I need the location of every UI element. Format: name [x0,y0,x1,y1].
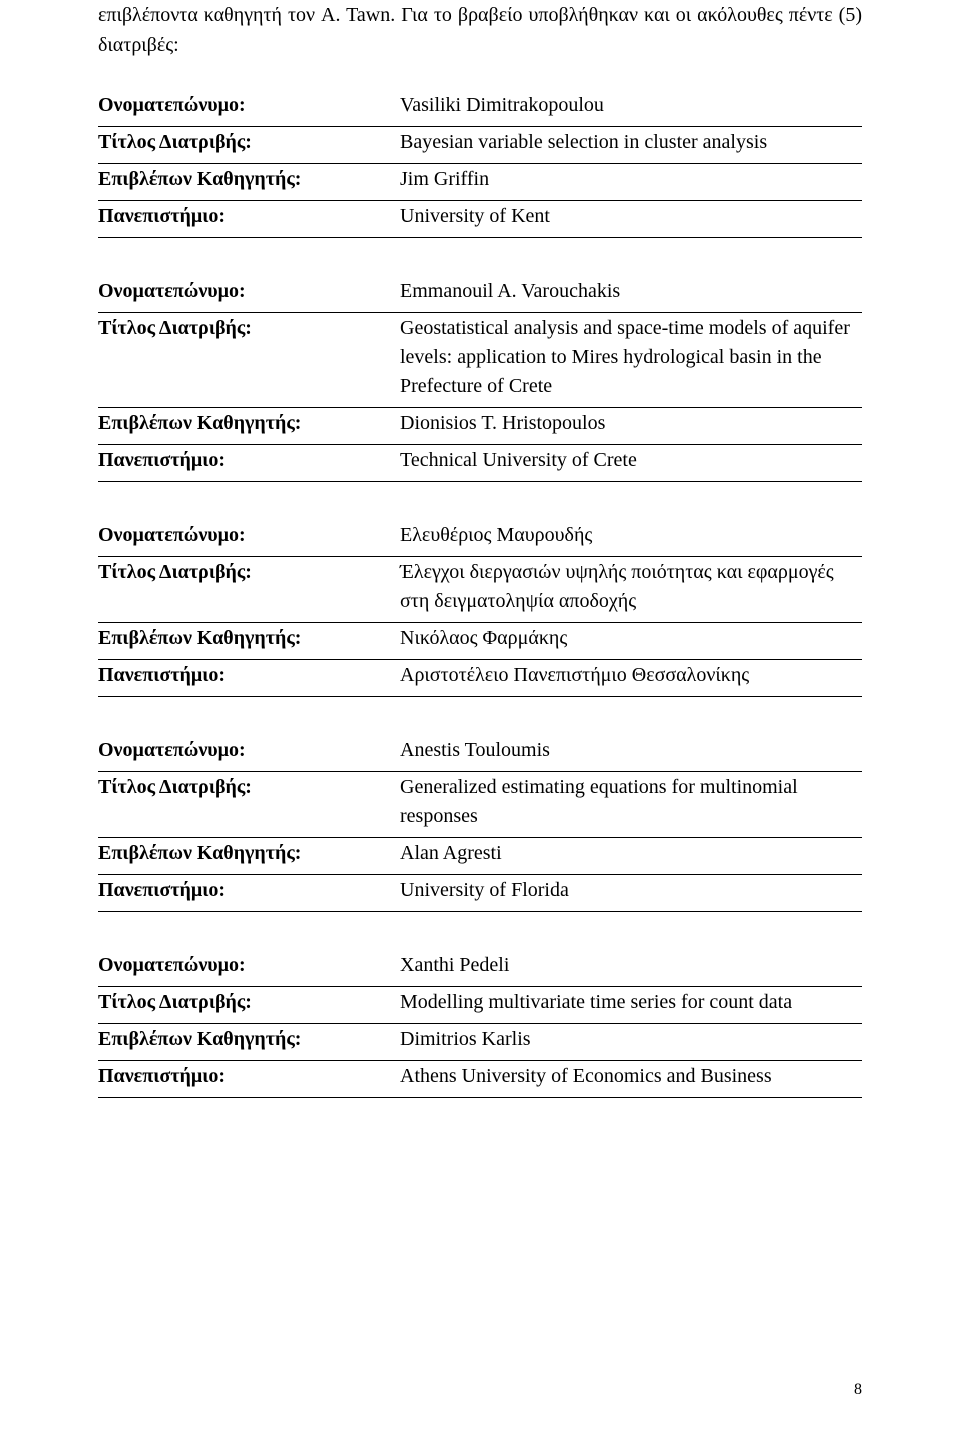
value-name: Anestis Touloumis [400,735,862,772]
dissertation-entry: Ονοματεπώνυμο: Anestis Touloumis Τίτλος … [98,735,862,912]
label-supervisor: Επιβλέπων Καθηγητής: [98,1024,400,1061]
value-supervisor: Dionisios T. Hristopoulos [400,408,862,445]
value-university: Αριστοτέλειο Πανεπιστήμιο Θεσσαλονίκης [400,660,862,697]
label-name: Ονοματεπώνυμο: [98,735,400,772]
intro-paragraph: επιβλέποντα καθηγητή τον A. Tawn. Για το… [98,0,862,60]
label-title: Τίτλος Διατριβής: [98,987,400,1024]
label-university: Πανεπιστήμιο: [98,875,400,912]
value-supervisor: Νικόλαος Φαρμάκης [400,623,862,660]
label-title: Τίτλος Διατριβής: [98,557,400,623]
value-supervisor: Dimitrios Karlis [400,1024,862,1061]
page-number: 8 [854,1381,862,1399]
label-title: Τίτλος Διατριβής: [98,127,400,164]
label-name: Ονοματεπώνυμο: [98,520,400,557]
label-name: Ονοματεπώνυμο: [98,950,400,987]
label-university: Πανεπιστήμιο: [98,445,400,482]
label-title: Τίτλος Διατριβής: [98,313,400,408]
value-title: Bayesian variable selection in cluster a… [400,127,862,164]
value-supervisor: Alan Agresti [400,838,862,875]
value-university: University of Florida [400,875,862,912]
value-title: Modelling multivariate time series for c… [400,987,862,1024]
label-university: Πανεπιστήμιο: [98,1061,400,1098]
value-title: Geostatistical analysis and space-time m… [400,313,862,408]
value-title: Generalized estimating equations for mul… [400,772,862,838]
value-name: Vasiliki Dimitrakopoulou [400,90,862,127]
value-university: Technical University of Crete [400,445,862,482]
value-title: Έλεγχοι διεργασιών υψηλής ποιότητας και … [400,557,862,623]
value-university: University of Kent [400,201,862,238]
dissertation-entry: Ονοματεπώνυμο: Ελευθέριος Μαυρουδής Τίτλ… [98,520,862,697]
label-title: Τίτλος Διατριβής: [98,772,400,838]
label-name: Ονοματεπώνυμο: [98,90,400,127]
dissertation-entry: Ονοματεπώνυμο: Xanthi Pedeli Τίτλος Διατ… [98,950,862,1098]
dissertation-entry: Ονοματεπώνυμο: Vasiliki Dimitrakopoulou … [98,90,862,238]
dissertation-entry: Ονοματεπώνυμο: Emmanouil A. Varouchakis … [98,276,862,482]
value-name: Emmanouil A. Varouchakis [400,276,862,313]
label-university: Πανεπιστήμιο: [98,201,400,238]
value-supervisor: Jim Griffin [400,164,862,201]
label-supervisor: Επιβλέπων Καθηγητής: [98,408,400,445]
label-university: Πανεπιστήμιο: [98,660,400,697]
value-name: Ελευθέριος Μαυρουδής [400,520,862,557]
value-name: Xanthi Pedeli [400,950,862,987]
value-university: Athens University of Economics and Busin… [400,1061,862,1098]
label-supervisor: Επιβλέπων Καθηγητής: [98,623,400,660]
label-supervisor: Επιβλέπων Καθηγητής: [98,838,400,875]
label-supervisor: Επιβλέπων Καθηγητής: [98,164,400,201]
label-name: Ονοματεπώνυμο: [98,276,400,313]
